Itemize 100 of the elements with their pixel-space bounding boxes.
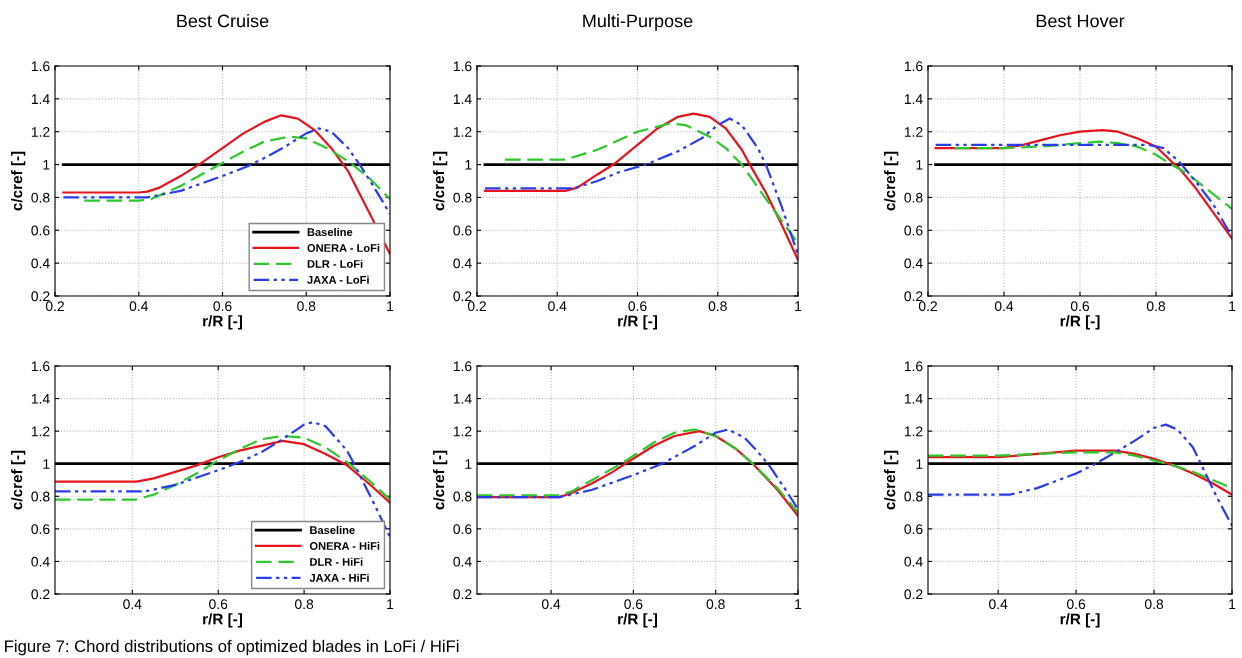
line-series	[928, 449, 1232, 496]
y-tick-label: 0.6	[31, 524, 50, 535]
y-tick-label: 0.6	[453, 225, 472, 236]
x-tick-label: 0.6	[1066, 599, 1086, 610]
line-series	[928, 423, 1232, 527]
x-tick-label: 0.4	[994, 301, 1014, 312]
x-axis-title: r/R [-]	[203, 613, 243, 628]
y-axis-title: c/cref [-]	[433, 151, 448, 211]
y-tick-label: 1.2	[453, 127, 472, 137]
x-tick-label: 0.6	[213, 301, 232, 312]
x-axis-title: r/R [-]	[203, 315, 243, 330]
y-tick-label: 0.2	[31, 589, 50, 600]
x-axis-title: r/R [-]	[1060, 315, 1100, 330]
caption: Figure 7: Chord distributions of optimized blades in LoFi / HiFi	[5, 639, 459, 656]
y-axis-title: c/cref [-]	[11, 151, 26, 211]
y-tick-label: 0.4	[904, 258, 923, 269]
x-tick-label: 1	[1229, 301, 1236, 311]
y-tick-label: 0.6	[904, 524, 923, 535]
y-tick-label: 1.6	[904, 61, 923, 72]
x-tick-label: 0.8	[297, 301, 316, 312]
y-tick-label: 1	[43, 459, 50, 469]
y-tick-label: 0.4	[453, 258, 472, 269]
y-tick-label: 0.8	[904, 491, 923, 502]
line-series	[62, 114, 390, 256]
y-tick-label: 1	[465, 160, 472, 170]
x-tick-label: 0.4	[548, 301, 567, 312]
legend-label: JAXA - HiFi	[309, 573, 369, 582]
y-tick-label: 0.4	[31, 258, 50, 269]
y-tick-label: 1.6	[31, 61, 50, 72]
y-tick-label: 0.2	[31, 291, 50, 302]
y-tick-label: 1.6	[31, 361, 50, 372]
x-tick-label: 0.8	[708, 301, 727, 312]
y-axis-title: c/cref [-]	[884, 450, 899, 510]
y-tick-label: 1.4	[453, 394, 472, 404]
y-tick-label: 1	[465, 459, 472, 469]
y-tick-label: 1.6	[453, 61, 472, 72]
y-tick-label: 0.8	[31, 491, 50, 502]
x-tick-label: 0.4	[129, 301, 148, 312]
y-axis-title: c/cref [-]	[884, 151, 899, 211]
y-tick-label: 1.4	[31, 94, 50, 104]
y-tick-label: 0.6	[453, 524, 472, 535]
y-tick-label: 1.4	[31, 394, 50, 404]
line-series	[953, 140, 1232, 211]
y-axis-title: c/cref [-]	[433, 450, 448, 510]
legend-label: DLR - HiFi	[310, 557, 363, 566]
x-tick-label: 0.8	[1146, 301, 1166, 312]
x-tick-label: 1	[387, 301, 394, 311]
y-tick-label: 0.2	[904, 589, 923, 600]
y-tick-label: 0.4	[31, 556, 50, 567]
x-axis-title: r/R [-]	[618, 613, 658, 628]
chart-title: Multi-Purpose	[583, 14, 693, 31]
legend-label: DLR - LoFi	[307, 259, 363, 268]
y-tick-label: 0.4	[453, 556, 472, 567]
y-tick-label: 0.8	[453, 491, 472, 502]
x-tick-label: 0.6	[1070, 301, 1090, 312]
line-series	[83, 135, 390, 202]
x-tick-label: 0.4	[123, 599, 142, 610]
y-tick-label: 1	[43, 160, 50, 170]
y-tick-label: 0.4	[904, 556, 923, 567]
x-axis-title: r/R [-]	[1060, 613, 1100, 628]
chart-title: Best Cruise	[177, 14, 269, 28]
y-tick-label: 1.2	[31, 426, 50, 437]
y-tick-label: 0.2	[453, 291, 472, 302]
y-tick-label: 0.8	[31, 192, 50, 203]
y-tick-label: 0.6	[31, 225, 50, 236]
y-axis-title: c/cref [-]	[11, 450, 26, 510]
y-tick-label: 0.8	[904, 192, 923, 203]
y-tick-label: 1	[916, 459, 923, 469]
x-tick-label: 0.6	[628, 301, 647, 312]
x-tick-label: 0.8	[706, 599, 725, 610]
y-tick-label: 0.8	[453, 192, 472, 203]
chart-title: Best Hover	[1036, 14, 1125, 28]
line-series	[62, 127, 390, 215]
y-tick-label: 1.6	[453, 361, 472, 372]
y-tick-label: 1.4	[904, 94, 923, 104]
x-tick-label: 0.8	[294, 599, 314, 610]
x-tick-label: 0.6	[624, 599, 643, 610]
x-tick-label: 0.4	[541, 599, 561, 610]
legend-label: JAXA - LoFi	[307, 275, 369, 284]
x-tick-label: 1	[387, 599, 394, 609]
y-tick-label: 0.2	[453, 589, 472, 600]
x-tick-label: 0.8	[1144, 599, 1164, 610]
x-tick-label: 0.4	[989, 599, 1008, 610]
line-series	[934, 128, 1232, 240]
y-tick-label: 1	[916, 160, 923, 170]
line-series	[55, 421, 390, 539]
x-axis-title: r/R [-]	[618, 315, 658, 330]
y-tick-label: 1.4	[453, 94, 472, 104]
y-tick-label: 1.2	[453, 426, 472, 437]
x-tick-label: 0.6	[209, 599, 228, 610]
y-tick-label: 1.2	[31, 127, 50, 137]
y-tick-label: 1.2	[904, 127, 923, 137]
y-tick-label: 0.2	[904, 291, 923, 302]
legend-label: ONERA - LoFi	[307, 243, 380, 252]
x-tick-label: 1	[795, 599, 802, 609]
y-tick-label: 1.6	[904, 361, 923, 372]
legend-label: ONERA - HiFi	[309, 541, 380, 550]
legend-label: Baseline	[310, 525, 355, 535]
y-tick-label: 1.2	[904, 426, 923, 437]
x-tick-label: 1	[795, 301, 802, 311]
